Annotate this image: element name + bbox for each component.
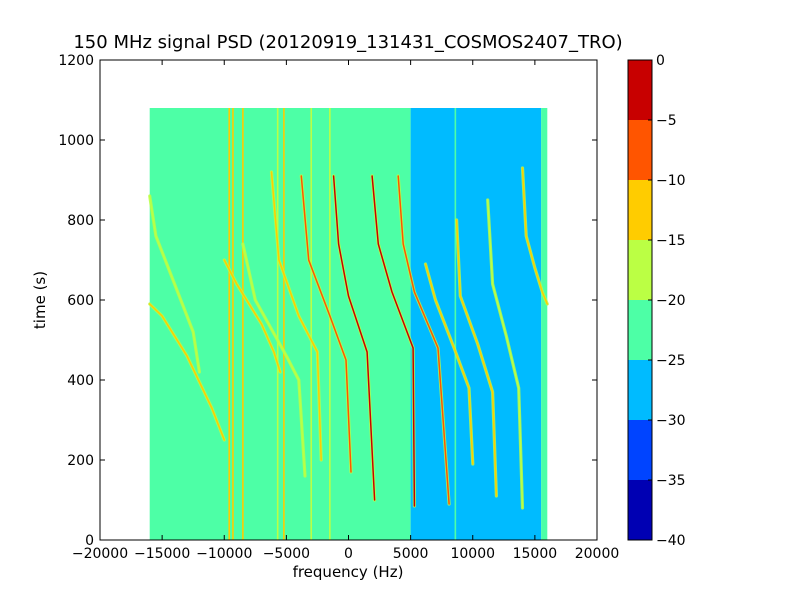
x-tick-label: −15000 <box>134 546 190 562</box>
track-1 <box>148 195 201 373</box>
colorbar-tick-label: −5 <box>656 113 677 129</box>
track-9 <box>424 263 474 465</box>
heatmap-region-2 <box>541 108 548 540</box>
x-tick-label: 15000 <box>513 546 558 562</box>
colorbar: −40 −35 −30 −25 −20 −15 −10 −5 0 <box>627 53 686 549</box>
colorbar-band <box>628 360 652 420</box>
x-tick-label: 20000 <box>575 546 620 562</box>
track-10 <box>455 219 498 497</box>
x-tick-label: 5000 <box>393 546 429 562</box>
x-tick-label: −5000 <box>263 546 310 562</box>
track-11 <box>486 199 524 509</box>
y-tick-label: 600 <box>67 293 94 309</box>
heatmap-region-1 <box>410 108 542 540</box>
y-tick-label: 1000 <box>58 133 94 149</box>
colorbar-band <box>628 480 652 540</box>
colorbar-tick-label: −30 <box>656 413 686 429</box>
track-5 <box>300 175 352 473</box>
x-axis-label: frequency (Hz) <box>293 563 404 581</box>
colorbar-band <box>628 120 652 180</box>
colorbar-band <box>628 420 652 480</box>
chart-title: 150 MHz signal PSD (20120919_131431_COSM… <box>73 32 622 53</box>
colorbar-band <box>628 60 652 120</box>
track-4 <box>242 243 306 477</box>
track-7 <box>371 175 416 507</box>
colorbar-tick-label: −40 <box>656 533 686 549</box>
colorbar-tick-label: −25 <box>656 353 686 369</box>
y-tick-label: 200 <box>67 453 94 469</box>
colorbar-band <box>628 180 652 240</box>
plot-area: −20000 −15000 −10000 −5000 0 5000 10000 15000 20… <box>58 53 619 562</box>
y-tick-label: 400 <box>67 373 94 389</box>
colorbar-tick-label: −20 <box>656 293 686 309</box>
colorbar-tick-label: −15 <box>656 233 686 249</box>
colorbar-band <box>628 240 652 300</box>
x-tick-label: 0 <box>344 546 353 562</box>
colorbar-tick-label: −35 <box>656 473 686 489</box>
colorbar-tick-label: −10 <box>656 173 686 189</box>
colorbar-band <box>628 300 652 360</box>
track-12 <box>521 167 549 305</box>
track-8 <box>397 175 450 505</box>
track-3 <box>270 171 322 461</box>
x-tick-label: −10000 <box>196 546 252 562</box>
y-tick-label: 800 <box>67 213 94 229</box>
y-axis: 0 200 400 600 800 1000 1200 <box>58 53 597 549</box>
x-tick-label: −20000 <box>72 546 128 562</box>
colorbar-tick-label: 0 <box>656 53 665 69</box>
y-tick-label: 1200 <box>58 53 94 69</box>
track-6 <box>332 175 376 501</box>
y-axis-label: time (s) <box>31 271 49 329</box>
heatmap-region-0 <box>149 108 411 540</box>
track-0 <box>148 303 226 441</box>
y-tick-label: 0 <box>85 533 94 549</box>
x-tick-label: 10000 <box>450 546 495 562</box>
track-2 <box>223 259 281 373</box>
heatmap <box>148 108 549 540</box>
x-axis: −20000 −15000 −10000 −5000 0 5000 10000 15000 20… <box>72 60 619 562</box>
